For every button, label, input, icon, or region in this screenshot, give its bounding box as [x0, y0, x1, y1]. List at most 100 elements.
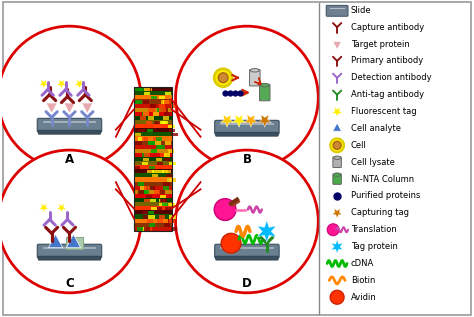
Circle shape	[330, 139, 344, 152]
Polygon shape	[82, 103, 93, 113]
Bar	[134, 124, 172, 128]
Bar	[168, 203, 174, 206]
Bar	[161, 203, 167, 206]
Bar	[171, 133, 178, 136]
Bar	[154, 120, 160, 124]
Bar	[134, 223, 172, 227]
Text: A: A	[65, 153, 74, 166]
Bar	[164, 223, 171, 227]
Circle shape	[330, 290, 344, 304]
Text: Capture antibody: Capture antibody	[351, 23, 424, 32]
Bar	[159, 203, 165, 206]
Bar	[134, 161, 172, 165]
Bar	[162, 108, 168, 112]
Bar	[156, 145, 162, 149]
Bar	[159, 96, 165, 100]
Bar	[144, 227, 150, 231]
Bar	[136, 100, 142, 104]
Bar	[144, 186, 150, 190]
Bar	[157, 162, 163, 165]
Bar	[146, 195, 152, 198]
Bar	[134, 120, 172, 124]
Bar	[146, 120, 152, 124]
Ellipse shape	[334, 173, 341, 176]
Text: Translation: Translation	[351, 225, 397, 234]
Bar	[134, 202, 172, 206]
Text: Cell lysate: Cell lysate	[351, 158, 395, 167]
Bar	[147, 219, 153, 223]
Bar	[169, 203, 175, 206]
Polygon shape	[333, 41, 341, 49]
Bar	[147, 186, 153, 190]
Bar	[134, 169, 172, 173]
Polygon shape	[333, 123, 341, 131]
Bar	[169, 178, 175, 182]
Bar	[147, 129, 154, 132]
Circle shape	[214, 199, 236, 220]
Bar	[160, 120, 166, 124]
Bar	[134, 116, 172, 120]
Bar	[134, 214, 172, 218]
Polygon shape	[331, 240, 343, 254]
Polygon shape	[232, 115, 246, 127]
Bar	[134, 95, 172, 100]
Polygon shape	[258, 115, 271, 127]
Bar	[169, 162, 176, 165]
Bar	[160, 195, 166, 198]
Bar	[165, 174, 172, 178]
Bar	[138, 182, 144, 186]
Bar	[164, 153, 170, 157]
Polygon shape	[64, 103, 75, 113]
Bar	[150, 104, 156, 108]
Bar	[147, 170, 154, 173]
Bar	[144, 88, 150, 91]
Bar	[151, 149, 157, 153]
Circle shape	[0, 26, 141, 169]
Bar	[169, 129, 175, 132]
FancyBboxPatch shape	[333, 157, 341, 167]
Ellipse shape	[334, 156, 341, 159]
Text: Anti-tag antibody: Anti-tag antibody	[351, 90, 424, 99]
Bar	[134, 178, 172, 182]
Bar	[161, 199, 167, 202]
Bar	[144, 199, 150, 202]
Text: Avidin: Avidin	[351, 293, 377, 302]
FancyBboxPatch shape	[37, 244, 102, 258]
Bar	[134, 182, 172, 186]
Bar	[143, 113, 149, 116]
Ellipse shape	[250, 68, 259, 72]
Polygon shape	[75, 80, 84, 89]
FancyBboxPatch shape	[38, 256, 100, 260]
Bar	[142, 162, 148, 165]
Bar	[134, 210, 172, 214]
Bar	[155, 207, 162, 210]
Bar	[160, 153, 166, 157]
Bar	[148, 215, 155, 218]
Text: Cell: Cell	[351, 141, 367, 150]
Bar	[137, 137, 144, 140]
Bar	[134, 104, 172, 108]
Text: Fluorescent tag: Fluorescent tag	[351, 107, 417, 116]
FancyBboxPatch shape	[333, 174, 341, 184]
Circle shape	[175, 150, 318, 293]
Bar	[134, 227, 172, 231]
Bar	[164, 92, 171, 95]
Polygon shape	[39, 80, 48, 89]
Bar	[161, 100, 167, 104]
Bar	[134, 186, 172, 190]
Text: B: B	[242, 153, 251, 166]
Bar	[159, 215, 165, 218]
Bar	[171, 104, 177, 108]
Bar	[146, 227, 152, 231]
Text: Tag protein: Tag protein	[351, 242, 398, 251]
Bar	[158, 170, 164, 173]
Bar	[155, 158, 162, 161]
Bar	[168, 219, 174, 223]
FancyBboxPatch shape	[216, 132, 278, 136]
Bar	[134, 190, 172, 194]
Polygon shape	[39, 204, 48, 212]
FancyBboxPatch shape	[259, 84, 270, 101]
Polygon shape	[257, 220, 276, 242]
Bar	[134, 87, 172, 231]
Bar	[134, 91, 172, 95]
